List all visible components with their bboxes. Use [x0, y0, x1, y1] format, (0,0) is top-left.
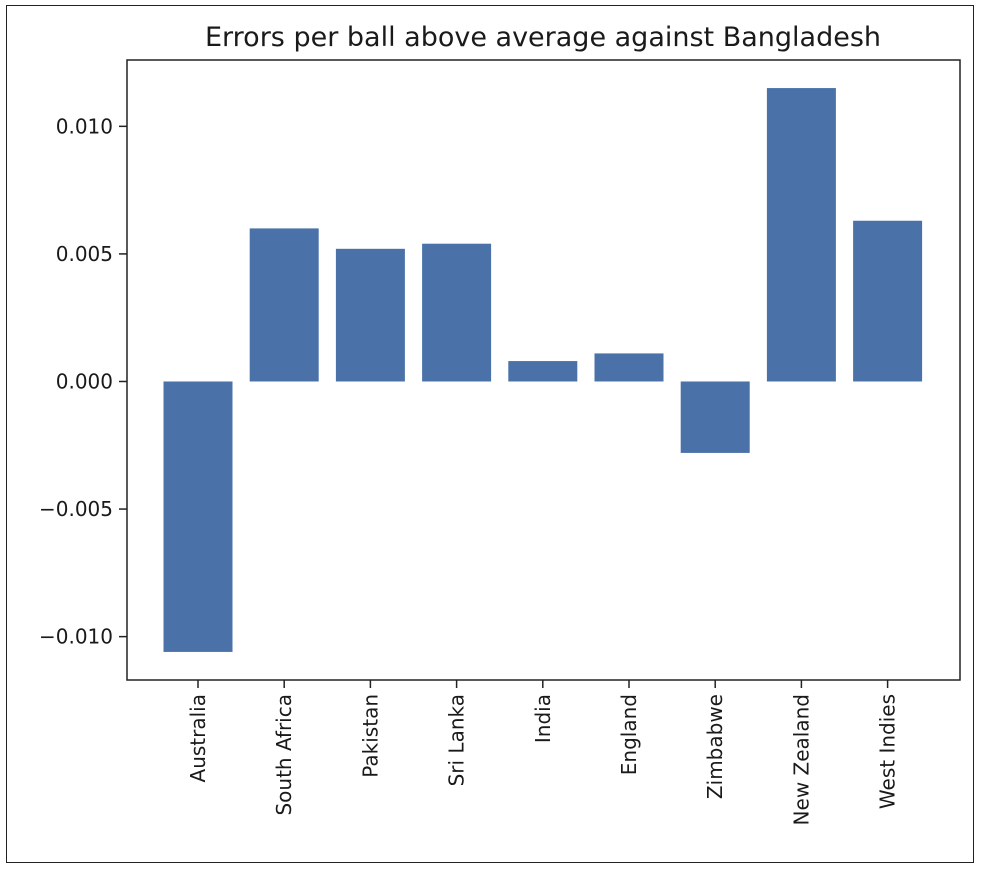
x-axis: Australia South Africa Pakistan Sri Lanka In…: [186, 680, 900, 825]
bar-sri-lanka: [422, 243, 492, 382]
y-tick-label: −0.005: [39, 497, 113, 521]
bars-group: [163, 88, 923, 652]
bar-west-indies: [853, 220, 923, 382]
bar-pakistan: [335, 248, 405, 382]
bar-south-africa: [249, 228, 319, 382]
x-tick-label: New Zealand: [789, 694, 813, 825]
x-tick-label: India: [531, 694, 555, 743]
y-tick-label: 0.010: [56, 114, 113, 138]
y-axis: −0.010 −0.005 0.000 0.005 0.010: [39, 114, 127, 649]
bar-india: [508, 361, 578, 382]
x-tick-label: England: [617, 694, 641, 775]
bar-new-zealand: [766, 88, 836, 382]
x-tick-label: Zimbabwe: [703, 694, 727, 799]
y-tick-label: 0.000: [56, 369, 113, 393]
x-tick-label: Pakistan: [358, 694, 382, 778]
x-tick-label: Australia: [186, 694, 210, 782]
y-tick-label: −0.010: [39, 625, 113, 649]
x-tick-label: South Africa: [272, 694, 296, 816]
bar-england: [594, 353, 664, 382]
bar-zimbabwe: [680, 381, 750, 453]
x-tick-label: West Indies: [876, 694, 900, 809]
y-tick-label: 0.005: [56, 242, 113, 266]
chart-title: Errors per ball above average against Ba…: [205, 22, 881, 53]
x-tick-label: Sri Lanka: [445, 694, 469, 786]
bar-australia: [163, 381, 233, 652]
plot-area-border: [126, 59, 961, 681]
